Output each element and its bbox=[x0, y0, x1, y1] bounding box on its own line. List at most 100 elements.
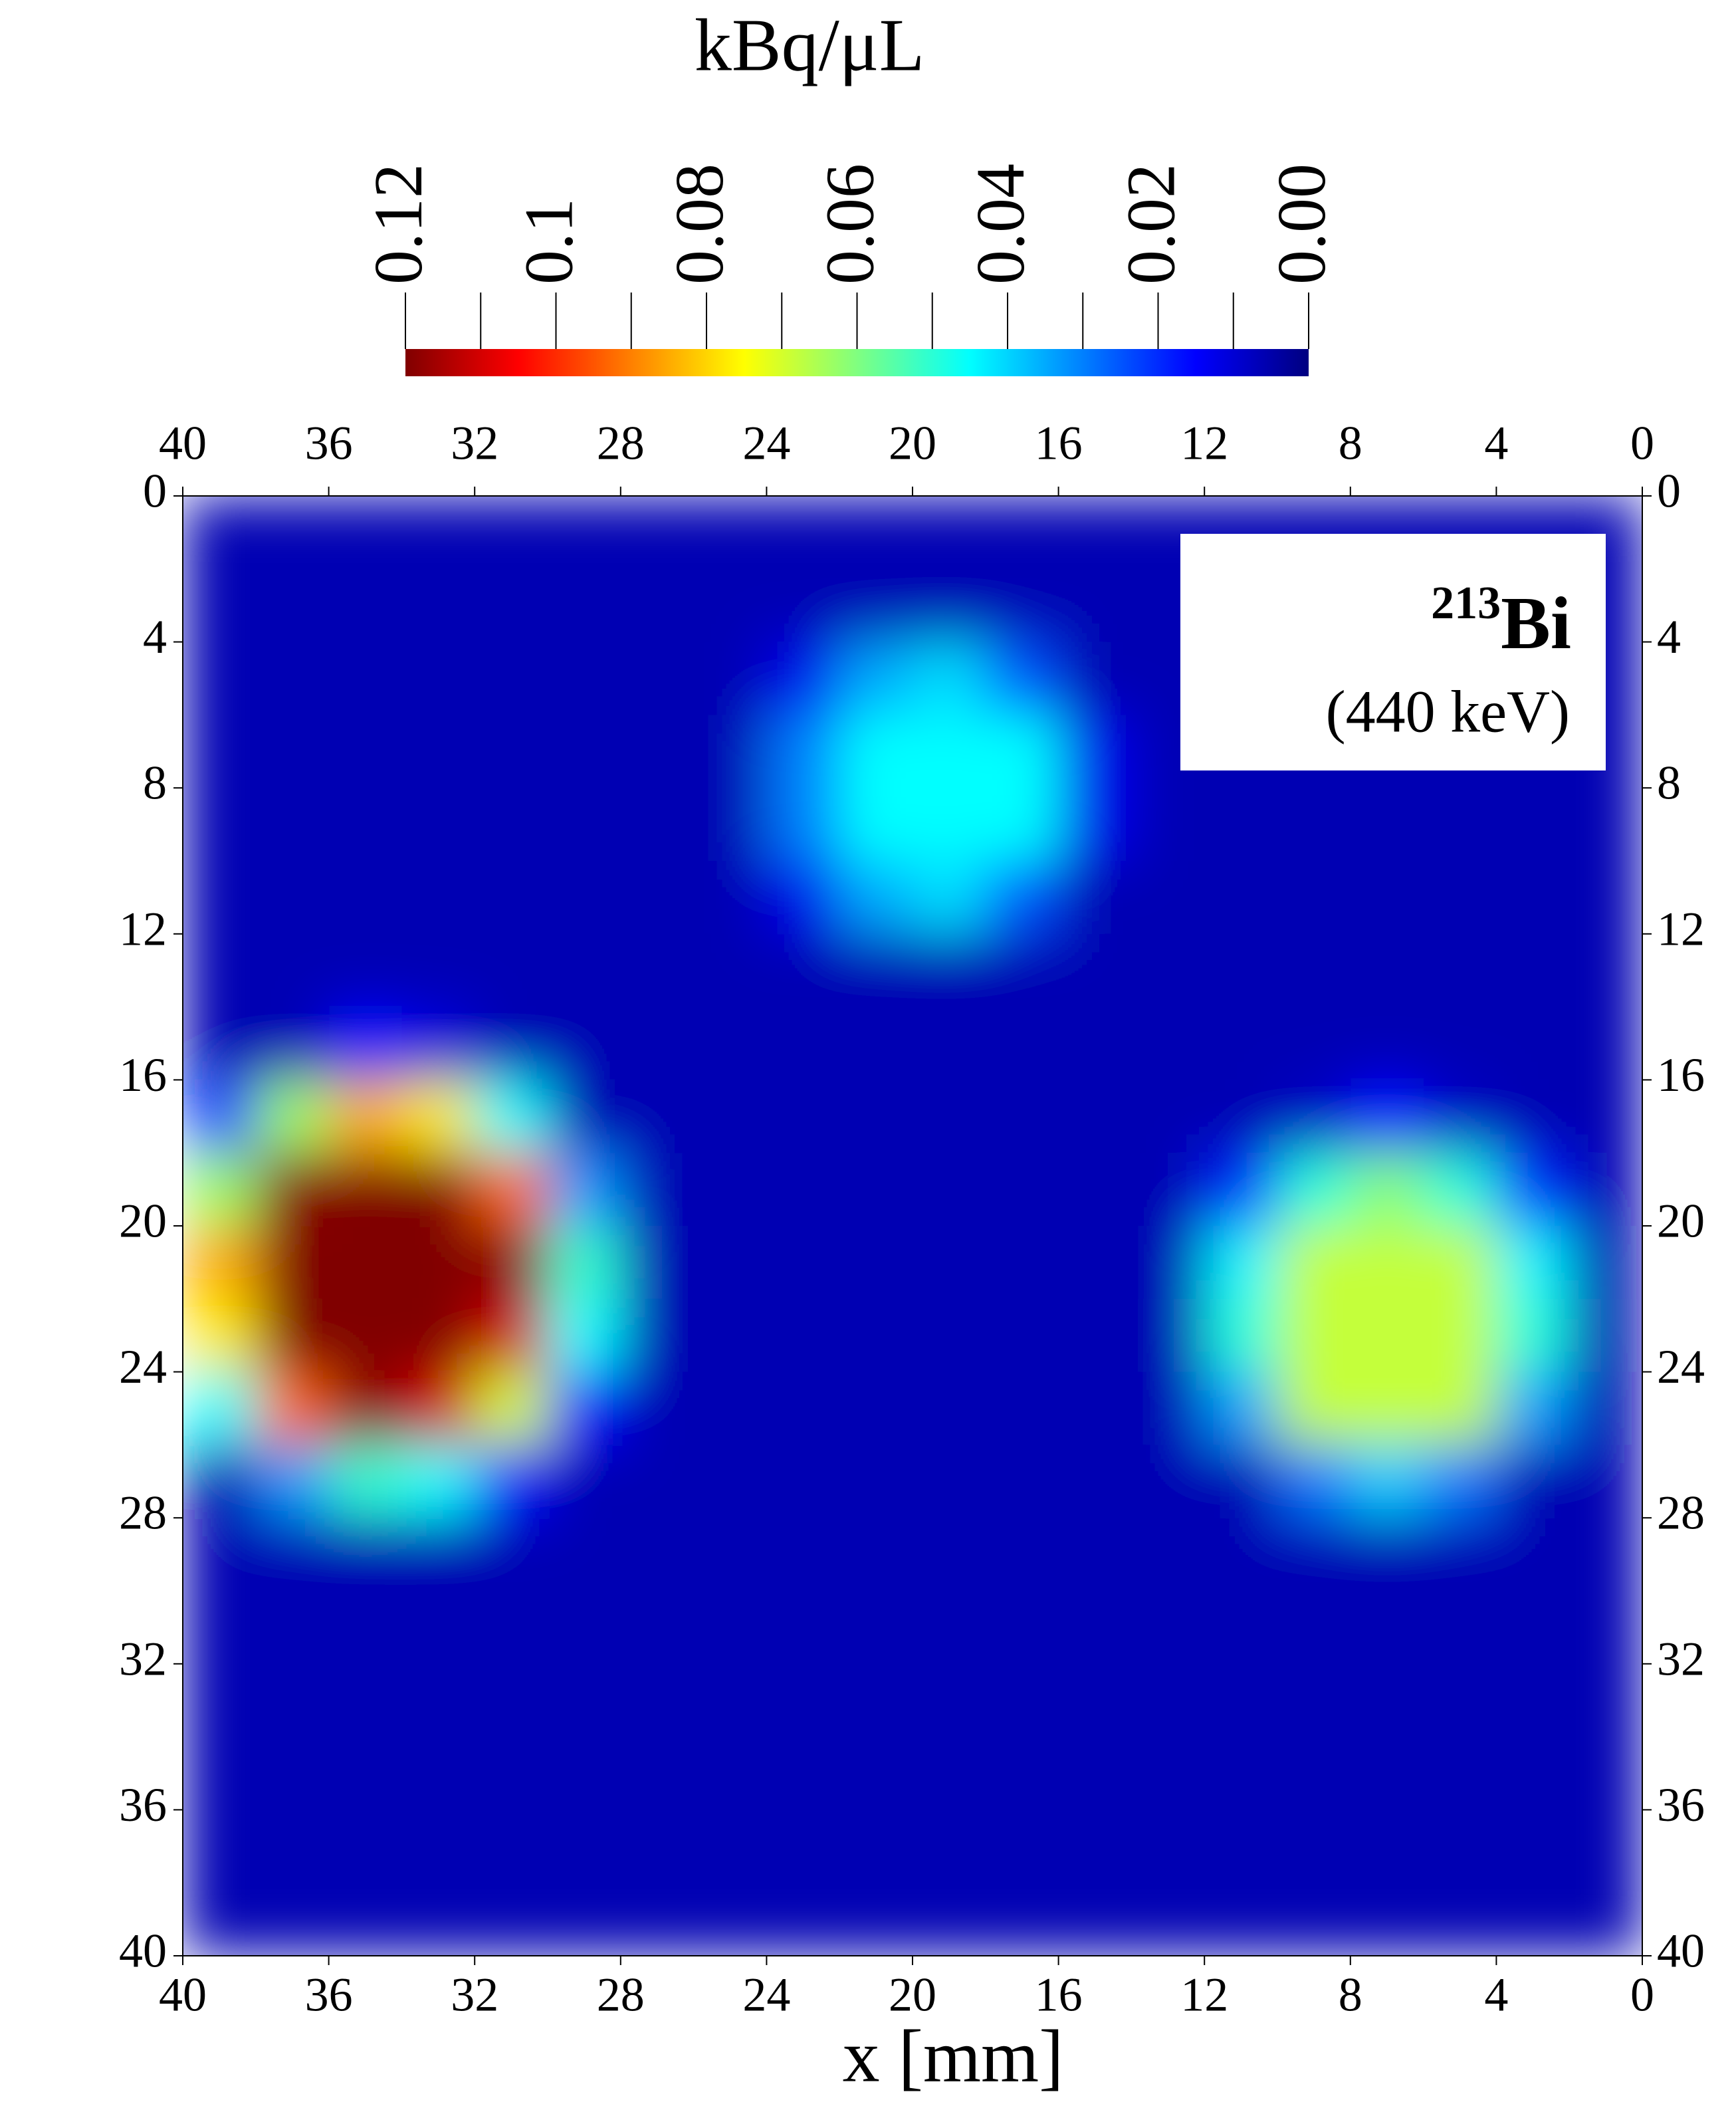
heat-cell bbox=[913, 1153, 986, 1227]
heat-cell bbox=[985, 1445, 1059, 1518]
heat-cell bbox=[1204, 1445, 1278, 1518]
heat-cell bbox=[1277, 1153, 1351, 1227]
heat-cell bbox=[693, 1591, 767, 1665]
heat-cell bbox=[183, 1298, 257, 1373]
heat-cell bbox=[1277, 1810, 1351, 1883]
heat-cell bbox=[913, 1810, 986, 1883]
x-tick-label-top: 20 bbox=[889, 417, 936, 470]
heat-cell bbox=[1350, 1153, 1424, 1227]
y-tick-label-right: 0 bbox=[1657, 465, 1681, 518]
heat-cell bbox=[620, 1445, 695, 1518]
colorbar-title: kBq/μL bbox=[695, 5, 924, 87]
heat-cell bbox=[1423, 1736, 1497, 1810]
heat-cell bbox=[766, 1518, 840, 1591]
heat-cell bbox=[985, 788, 1059, 862]
heat-cell bbox=[255, 1883, 330, 1956]
heat-cell bbox=[548, 1006, 621, 1080]
heat-cell bbox=[1423, 1226, 1497, 1300]
y-tick-label-left: 0 bbox=[143, 465, 167, 518]
heat-cell bbox=[1350, 1518, 1424, 1591]
heat-cell bbox=[1496, 1006, 1570, 1080]
heat-cell bbox=[183, 861, 257, 935]
heat-cell bbox=[839, 1298, 913, 1373]
heat-cell bbox=[475, 1663, 548, 1738]
heat-cell bbox=[620, 933, 695, 1008]
heat-cell bbox=[1204, 1226, 1278, 1300]
heat-cell bbox=[985, 1080, 1059, 1153]
y-tick-label-right: 20 bbox=[1657, 1195, 1705, 1248]
heat-cell bbox=[985, 568, 1059, 643]
colorbar-tick-label: 0.12 bbox=[360, 164, 437, 285]
y-tick-label-left: 4 bbox=[143, 610, 167, 663]
heat-cell bbox=[693, 1371, 767, 1445]
heat-cell bbox=[1350, 1006, 1424, 1080]
heat-cell bbox=[548, 1445, 621, 1518]
heat-cell bbox=[985, 496, 1059, 570]
heat-cell bbox=[328, 1006, 402, 1080]
heat-cell bbox=[839, 1518, 913, 1591]
heat-cell bbox=[985, 1663, 1059, 1738]
heat-cell bbox=[1058, 1810, 1132, 1883]
heat-cell bbox=[1350, 1810, 1424, 1883]
heat-cell bbox=[693, 1810, 767, 1883]
heat-cell bbox=[1277, 788, 1351, 862]
heat-cell bbox=[693, 788, 767, 862]
heat-cell bbox=[839, 1006, 913, 1080]
heat-cell bbox=[1204, 1006, 1278, 1080]
heat-cell bbox=[328, 1810, 402, 1883]
heat-cell bbox=[1423, 788, 1497, 862]
heat-cell bbox=[401, 1298, 475, 1373]
heat-cell bbox=[401, 1518, 475, 1591]
heat-cell bbox=[1204, 1810, 1278, 1883]
heat-cell bbox=[475, 568, 548, 643]
colorbar-tick-label: 0.04 bbox=[962, 164, 1039, 285]
heat-cell bbox=[913, 788, 986, 862]
heat-cell bbox=[401, 933, 475, 1008]
heat-cell bbox=[1496, 1371, 1570, 1445]
heat-cell bbox=[1569, 1663, 1642, 1738]
heat-cell bbox=[1350, 1736, 1424, 1810]
heat-cell bbox=[1496, 1226, 1570, 1300]
heat-cell bbox=[839, 715, 913, 788]
heat-cell bbox=[475, 1591, 548, 1665]
heat-cell bbox=[475, 1153, 548, 1227]
heat-cell bbox=[766, 496, 840, 570]
heat-cell bbox=[255, 1153, 330, 1227]
heat-cell bbox=[620, 1080, 695, 1153]
heat-cell bbox=[693, 568, 767, 643]
heat-cell bbox=[255, 1371, 330, 1445]
heat-cell bbox=[1131, 1518, 1205, 1591]
heat-cell bbox=[548, 1226, 621, 1300]
heat-cell bbox=[183, 1736, 257, 1810]
heat-cell bbox=[183, 933, 257, 1008]
heat-cell bbox=[985, 1298, 1059, 1373]
heat-cell bbox=[1204, 1736, 1278, 1810]
y-tick-label-left: 8 bbox=[143, 757, 167, 810]
heat-cell bbox=[1496, 1591, 1570, 1665]
heat-cell bbox=[1277, 1591, 1351, 1665]
heat-cell bbox=[1496, 933, 1570, 1008]
heat-cell bbox=[985, 1006, 1059, 1080]
heat-cell bbox=[1277, 861, 1351, 935]
heat-cell bbox=[1204, 788, 1278, 862]
heat-cell bbox=[766, 788, 840, 862]
x-tick-label-bottom: 32 bbox=[451, 1968, 498, 2022]
isotope-mass: 213 bbox=[1431, 578, 1501, 629]
heat-cell bbox=[1058, 1153, 1132, 1227]
heat-cell bbox=[183, 1883, 257, 1956]
heat-cell bbox=[985, 1883, 1059, 1956]
heat-cell bbox=[839, 1371, 913, 1445]
heat-cell bbox=[913, 1445, 986, 1518]
x-tick-label-bottom: 12 bbox=[1180, 1968, 1228, 2022]
heat-cell bbox=[985, 1153, 1059, 1227]
heat-cell bbox=[183, 1445, 257, 1518]
heat-cell bbox=[693, 1226, 767, 1300]
colorbar-tick-label: 0.00 bbox=[1263, 164, 1340, 285]
heat-cell bbox=[693, 933, 767, 1008]
heat-cell bbox=[839, 861, 913, 935]
heat-cell bbox=[1350, 1226, 1424, 1300]
heat-cell bbox=[1350, 1663, 1424, 1738]
heat-cell bbox=[328, 933, 402, 1008]
heat-cell bbox=[1277, 1663, 1351, 1738]
heat-cell bbox=[548, 568, 621, 643]
